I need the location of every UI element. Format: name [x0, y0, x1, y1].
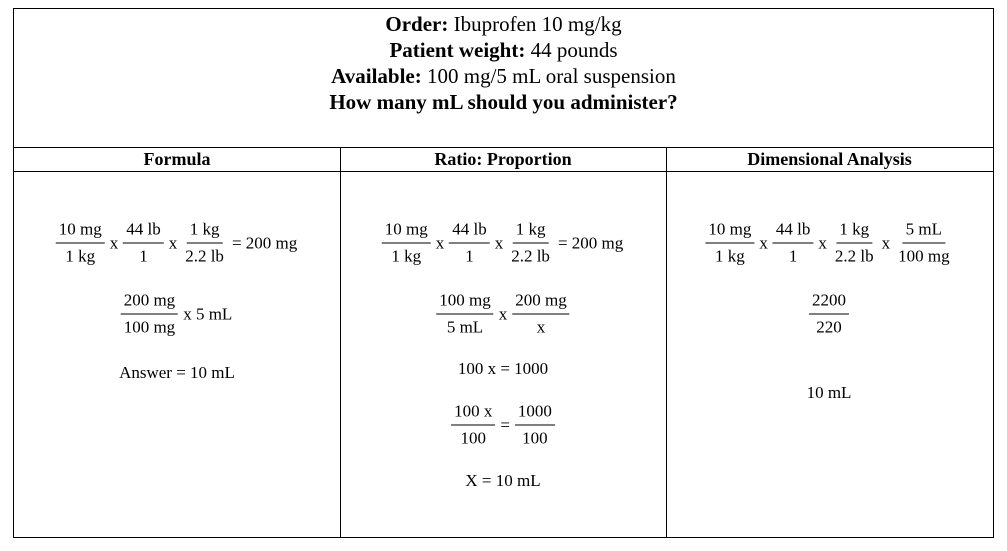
denominator: 100 — [460, 428, 486, 448]
numerator: 44 lb — [772, 220, 814, 244]
expression-text: 10 mL — [806, 383, 852, 402]
fraction: 1 kg 2.2 lb — [832, 220, 877, 267]
calculation-line: 10 mg 1 kg x 44 lb 1 x 1 kg 2.2 lb x 5 mL 100 mg — [703, 220, 954, 267]
fraction: 200 mg x — [512, 291, 570, 338]
expression-text: X = 10 mL — [465, 471, 541, 490]
fraction: 1 kg 2.2 lb — [182, 220, 227, 267]
fraction: 44 lb 1 — [772, 220, 814, 267]
calculation-line: 200 mg 100 mg x 5 mL — [119, 291, 236, 338]
calculation-line: 100 x 100 = 1000 100 — [449, 402, 557, 449]
fraction: 1000 100 — [514, 402, 555, 449]
expression-text: Answer = 10 mL — [119, 363, 235, 382]
fraction: 10 mg 1 kg — [705, 220, 755, 267]
numerator: 5 mL — [902, 220, 946, 244]
calculation-line: 10 mL — [804, 383, 855, 403]
calculation-line: 2200 220 — [807, 291, 851, 338]
numerator: 200 mg — [512, 291, 570, 315]
denominator: 1 kg — [65, 246, 96, 266]
numerator: 10 mg — [705, 220, 755, 244]
denominator: 100 mg — [898, 246, 950, 266]
available-value: 100 mg/5 mL oral suspension — [426, 64, 676, 88]
column-divider — [340, 147, 341, 537]
calculation-line: 100 mg 5 mL x 200 mg x — [434, 291, 571, 338]
denominator: 1 — [465, 246, 474, 266]
denominator: 1 — [788, 246, 798, 266]
numerator: 1 kg — [186, 220, 223, 244]
expression-text: x — [109, 233, 119, 252]
expression-text: x — [168, 233, 178, 252]
order-label: Order: — [385, 12, 449, 36]
fraction: 10 mg 1 kg — [381, 220, 431, 267]
fraction: 44 lb 1 — [123, 220, 164, 267]
denominator: 100 mg — [123, 317, 176, 337]
fraction: 5 mL 100 mg — [895, 220, 952, 267]
weight-label: Patient weight: — [389, 38, 526, 62]
column-divider — [666, 147, 667, 537]
fraction: 100 mg 5 mL — [436, 291, 494, 338]
numerator: 1 kg — [836, 220, 873, 244]
denominator: 2.2 lb — [834, 246, 874, 266]
expression-text: x — [818, 233, 827, 252]
fraction: 100 x 100 — [451, 402, 496, 449]
column-header-ratio: Ratio: Proportion — [434, 149, 572, 169]
numerator: 44 lb — [449, 220, 490, 244]
order-line: Order: Ibuprofen 10 mg/kg — [14, 11, 993, 37]
numerator: 100 mg — [436, 291, 494, 315]
weight-line: Patient weight: 44 pounds — [14, 37, 993, 63]
expression-text: x 5 mL — [183, 304, 233, 323]
numerator: 44 lb — [123, 220, 164, 244]
fraction: 44 lb 1 — [449, 220, 490, 267]
numerator: 1000 — [514, 402, 555, 426]
calculation-line: 100 x = 1000 — [455, 359, 551, 379]
fraction: 200 mg 100 mg — [120, 291, 179, 338]
denominator: 5 mL — [446, 317, 484, 337]
denominator: 100 — [522, 428, 548, 448]
available-line: Available: 100 mg/5 mL oral suspension — [14, 63, 993, 89]
numerator: 100 x — [451, 402, 496, 426]
denominator: x — [536, 317, 546, 337]
expression-text: = — [500, 415, 510, 434]
denominator: 2.2 lb — [511, 246, 550, 266]
question-line: How many mL should you administer? — [14, 89, 993, 115]
numerator: 10 mg — [381, 220, 431, 244]
calculation-line: 10 mg 1 kg x 44 lb 1 x 1 kg 2.2 lb = 200 mg — [380, 220, 627, 267]
denominator: 1 — [139, 246, 148, 266]
denominator: 1 kg — [715, 246, 745, 266]
expression-text: x — [435, 233, 445, 252]
calculation-line: X = 10 mL — [462, 471, 543, 491]
expression-text: x — [881, 233, 891, 252]
denominator: 2.2 lb — [185, 246, 224, 266]
expression-text: = 200 mg — [231, 233, 298, 252]
column-header-formula: Formula — [143, 149, 211, 169]
numerator: 10 mg — [55, 220, 105, 244]
calculation-line: 10 mg 1 kg x 44 lb 1 x 1 kg 2.2 lb = 200 mg — [54, 220, 301, 267]
fraction: 10 mg 1 kg — [55, 220, 105, 267]
divider — [14, 147, 993, 148]
numerator: 200 mg — [120, 291, 179, 315]
numerator: 2200 — [809, 291, 849, 315]
fraction: 2200 220 — [809, 291, 849, 338]
weight-value: 44 pounds — [530, 38, 618, 62]
expression-text: x — [498, 304, 508, 323]
expression-text: 100 x = 1000 — [457, 359, 549, 378]
problem-statement: Order: Ibuprofen 10 mg/kg Patient weight… — [14, 11, 993, 115]
column-header-dimensional: Dimensional Analysis — [747, 149, 912, 169]
question: How many mL should you administer? — [329, 90, 678, 114]
denominator: 1 kg — [391, 246, 422, 266]
numerator: 1 kg — [512, 220, 549, 244]
expression-text: x — [759, 233, 768, 252]
calculation-line: Answer = 10 mL — [116, 363, 238, 383]
expression-text: x — [494, 233, 504, 252]
fraction: 1 kg 2.2 lb — [508, 220, 553, 267]
available-label: Available: — [331, 64, 422, 88]
order-value: Ibuprofen 10 mg/kg — [453, 12, 622, 36]
expression-text: = 200 mg — [557, 233, 624, 252]
divider — [14, 171, 993, 172]
denominator: 220 — [816, 317, 842, 337]
dosage-table: Order: Ibuprofen 10 mg/kg Patient weight… — [13, 8, 994, 538]
